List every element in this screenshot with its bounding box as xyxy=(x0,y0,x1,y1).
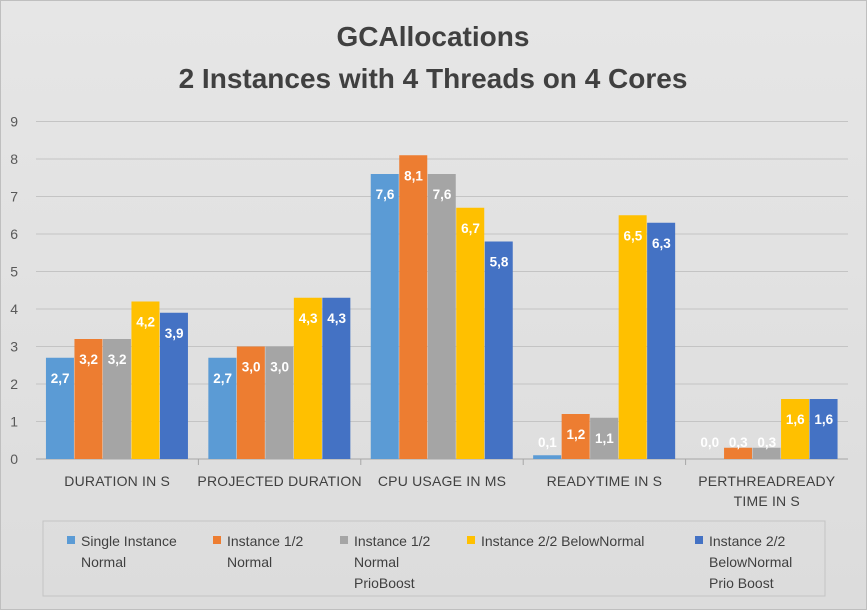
data-label: 8,1 xyxy=(404,168,423,183)
legend-label: Instance 2/2 xyxy=(709,533,785,549)
y-tick-label: 6 xyxy=(10,226,18,242)
data-label: 3,2 xyxy=(108,352,127,367)
x-category-label: DURATION IN S xyxy=(64,473,170,489)
data-label: 3,0 xyxy=(270,360,289,375)
legend-label: Instance 2/2 BelowNormal xyxy=(481,533,644,549)
data-label: 7,6 xyxy=(433,187,452,202)
bar xyxy=(399,155,428,459)
bar xyxy=(293,297,322,459)
bar xyxy=(159,312,188,459)
bar xyxy=(131,301,160,459)
legend-label: Prio Boost xyxy=(709,575,774,591)
data-label: 1,6 xyxy=(814,412,833,427)
legend-label: Normal xyxy=(227,554,272,570)
x-category-label: PERTHREADREADY xyxy=(698,473,836,489)
data-label: 1,2 xyxy=(567,427,586,442)
bar xyxy=(533,455,562,459)
x-category-label: READYTIME IN S xyxy=(547,473,663,489)
data-label: 0,3 xyxy=(757,435,776,450)
legend-label: Instance 1/2 xyxy=(227,533,303,549)
bar xyxy=(427,174,456,459)
legend-box xyxy=(42,520,826,597)
y-tick-label: 1 xyxy=(10,414,18,430)
legend-label: Normal xyxy=(81,554,126,570)
bar xyxy=(590,417,619,459)
bar xyxy=(236,346,265,459)
legend-label: PrioBoost xyxy=(354,575,415,591)
data-label: 2,7 xyxy=(51,371,70,386)
data-label: 1,1 xyxy=(595,431,614,446)
bar xyxy=(809,399,838,459)
bar xyxy=(74,339,103,459)
legend-label: BelowNormal xyxy=(709,554,792,570)
data-label: 2,7 xyxy=(213,371,232,386)
bar xyxy=(45,357,74,459)
data-label: 4,3 xyxy=(327,311,346,326)
legend-label: Single Instance xyxy=(81,533,177,549)
y-tick-label: 0 xyxy=(10,451,18,467)
data-label: 7,6 xyxy=(376,187,395,202)
data-label: 6,5 xyxy=(624,228,643,243)
bar xyxy=(561,414,590,459)
data-label: 0,3 xyxy=(729,435,748,450)
data-label: 0,0 xyxy=(700,435,719,450)
data-label: 6,3 xyxy=(652,236,671,251)
bar xyxy=(484,241,513,459)
chart-title-line: GCAllocations xyxy=(337,21,530,52)
data-label: 3,9 xyxy=(165,326,184,341)
data-label: 3,2 xyxy=(79,352,98,367)
bar xyxy=(322,297,351,459)
y-tick-label: 4 xyxy=(10,301,18,317)
data-label: 6,7 xyxy=(461,221,480,236)
data-label: 1,6 xyxy=(786,412,805,427)
y-tick-label: 3 xyxy=(10,339,18,355)
legend-swatch xyxy=(695,536,703,544)
y-tick-label: 8 xyxy=(10,151,18,167)
data-label: 3,0 xyxy=(242,360,261,375)
bar xyxy=(102,339,131,459)
x-category-label: PROJECTED DURATION xyxy=(197,473,361,489)
legend-swatch xyxy=(467,536,475,544)
bar xyxy=(724,447,753,459)
bar xyxy=(781,399,810,459)
y-tick-label: 7 xyxy=(10,189,18,205)
legend-swatch xyxy=(213,536,221,544)
bar xyxy=(647,222,676,459)
y-tick-label: 2 xyxy=(10,376,18,392)
bar xyxy=(208,357,237,459)
legend-label: Normal xyxy=(354,554,399,570)
data-label: 0,1 xyxy=(538,435,557,450)
data-label: 4,2 xyxy=(136,315,155,330)
bar xyxy=(265,346,294,459)
bar xyxy=(456,207,485,459)
x-category-label: CPU USAGE IN MS xyxy=(378,473,506,489)
chart-title-line: 2 Instances with 4 Threads on 4 Cores xyxy=(179,63,688,94)
legend-label: Instance 1/2 xyxy=(354,533,430,549)
bar xyxy=(752,447,781,459)
data-label: 5,8 xyxy=(490,255,509,270)
x-category-label: TIME IN S xyxy=(734,493,800,509)
bar xyxy=(618,215,647,459)
y-tick-label: 5 xyxy=(10,264,18,280)
bar xyxy=(370,174,399,459)
legend-swatch xyxy=(340,536,348,544)
y-tick-label: 9 xyxy=(10,114,18,130)
legend-swatch xyxy=(67,536,75,544)
data-label: 4,3 xyxy=(299,311,318,326)
